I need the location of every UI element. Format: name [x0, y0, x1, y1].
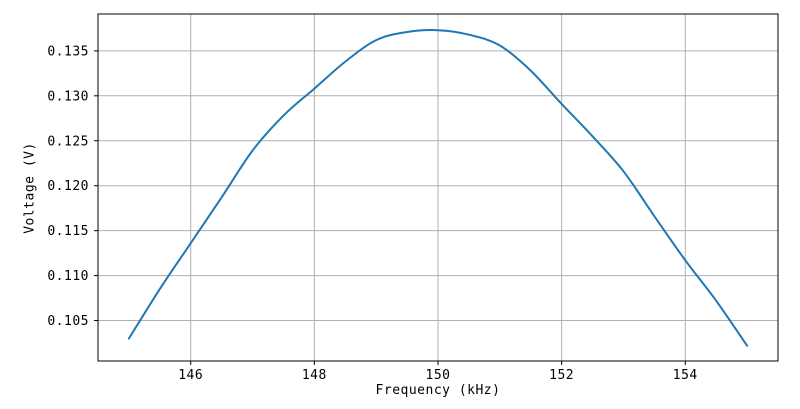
y-tick-label: 0.105	[47, 314, 89, 329]
data-line	[127, 29, 749, 347]
y-tick-label: 0.125	[47, 134, 89, 149]
y-tick-label: 0.110	[47, 269, 89, 284]
x-tick-label: 148	[302, 368, 327, 383]
x-axis-title: Frequency (kHz)	[375, 383, 501, 398]
y-tick-label: 0.135	[47, 44, 89, 59]
plot-border	[97, 13, 779, 362]
y-tick-label: 0.130	[47, 89, 89, 104]
x-tick-label: 150	[426, 368, 451, 383]
y-axis-title: Voltage (V)	[22, 142, 38, 234]
x-tick-label: 146	[178, 368, 203, 383]
y-tick-label: 0.115	[47, 224, 89, 239]
x-tick-label: 154	[673, 368, 698, 383]
x-tick-label: 152	[549, 368, 574, 383]
y-tick-label: 0.120	[47, 179, 89, 194]
